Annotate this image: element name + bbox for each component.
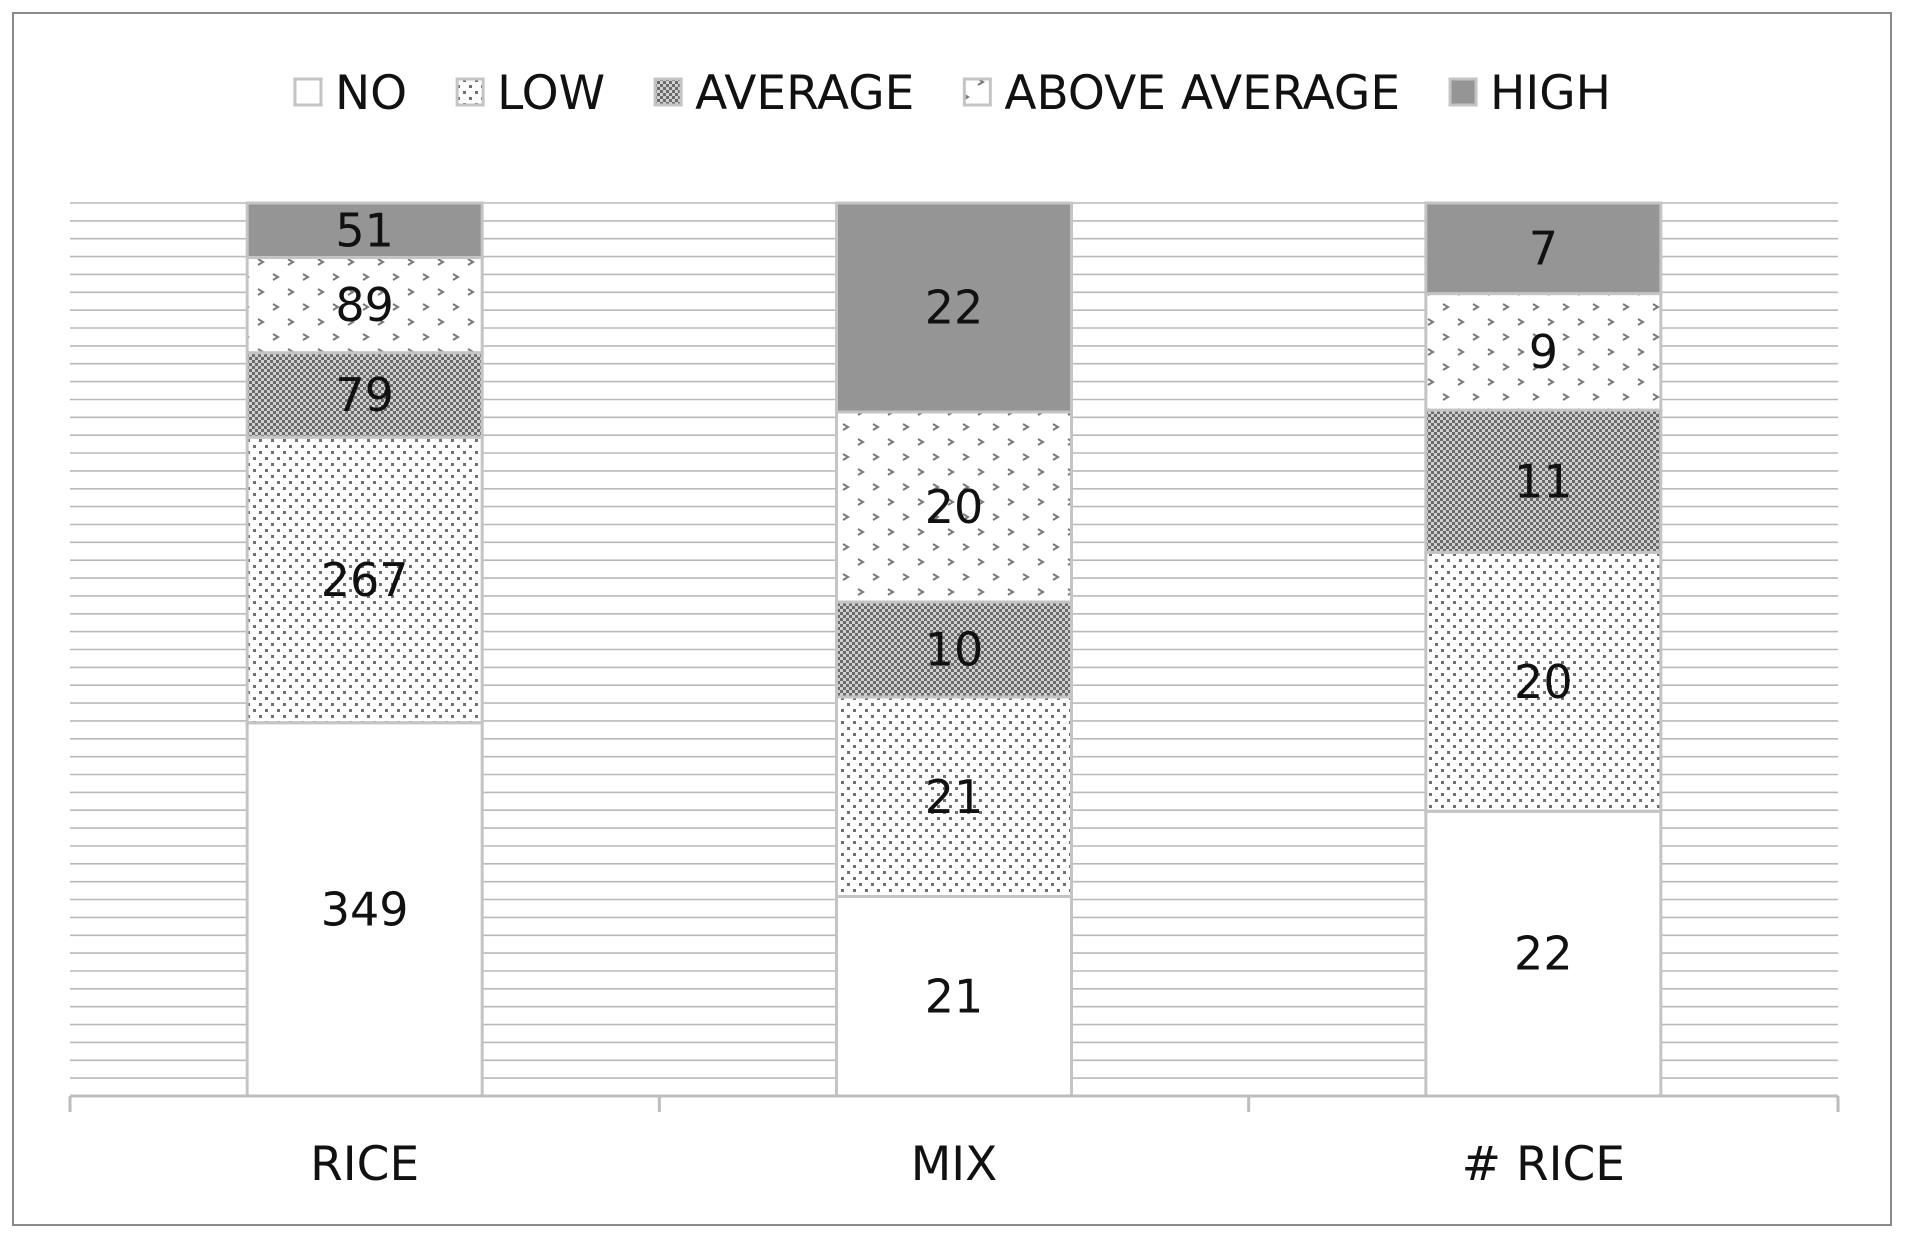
x-tick-label: RICE (310, 1137, 419, 1192)
data-label: 79 (335, 368, 394, 422)
bar-segment (1424, 408, 1663, 554)
data-label: 267 (321, 553, 409, 607)
bar-segment (245, 721, 484, 1098)
data-label: 9 (1529, 325, 1558, 379)
bar-stacks (245, 201, 1663, 1098)
bar-segment (1424, 550, 1663, 813)
legend-swatch (1448, 77, 1478, 107)
bar-segment (245, 256, 484, 355)
x-tick-label: MIX (911, 1137, 998, 1192)
bar-segment (835, 895, 1073, 1098)
legend-swatch (653, 77, 683, 107)
legend-swatch (962, 77, 992, 107)
legend-label: NO (335, 66, 407, 121)
bar-segment (835, 695, 1073, 898)
data-label: 21 (925, 969, 984, 1023)
data-label: 20 (925, 480, 984, 534)
bar-segment (835, 600, 1073, 699)
category-labels: 349 267 79 89 51 21 21 10 20 22 22 20 11 9 7 RICE MIX # R… (310, 203, 1625, 1192)
bar-segment (245, 201, 484, 259)
bar-segment (245, 351, 484, 439)
legend-label: ABOVE AVERAGE (1004, 66, 1400, 121)
legend-label: LOW (497, 66, 605, 121)
data-label: 7 (1529, 221, 1558, 275)
bar-segment (245, 435, 484, 725)
data-label: 349 (321, 882, 409, 936)
bar-segment (1424, 201, 1663, 296)
data-label: 51 (335, 203, 394, 257)
legend: NO LOW AVERAGE ABOVE AVERAGE HIGH (293, 66, 1611, 121)
data-label: 89 (335, 278, 394, 332)
data-label: 22 (925, 281, 984, 335)
legend-swatch (293, 77, 323, 107)
bar-segment (835, 201, 1073, 414)
x-axis (68, 1094, 1840, 1112)
bar-segment (1424, 292, 1663, 412)
bar-segment (835, 410, 1073, 604)
data-label: 11 (1514, 454, 1573, 508)
legend-label: AVERAGE (695, 66, 914, 121)
data-label: 20 (1514, 655, 1573, 709)
legend-label: HIGH (1490, 66, 1611, 121)
x-tick-label: # RICE (1462, 1137, 1625, 1192)
data-label: 10 (925, 623, 984, 677)
data-label: 21 (925, 770, 984, 824)
data-label: 22 (1514, 927, 1573, 981)
legend-swatch (455, 77, 485, 107)
